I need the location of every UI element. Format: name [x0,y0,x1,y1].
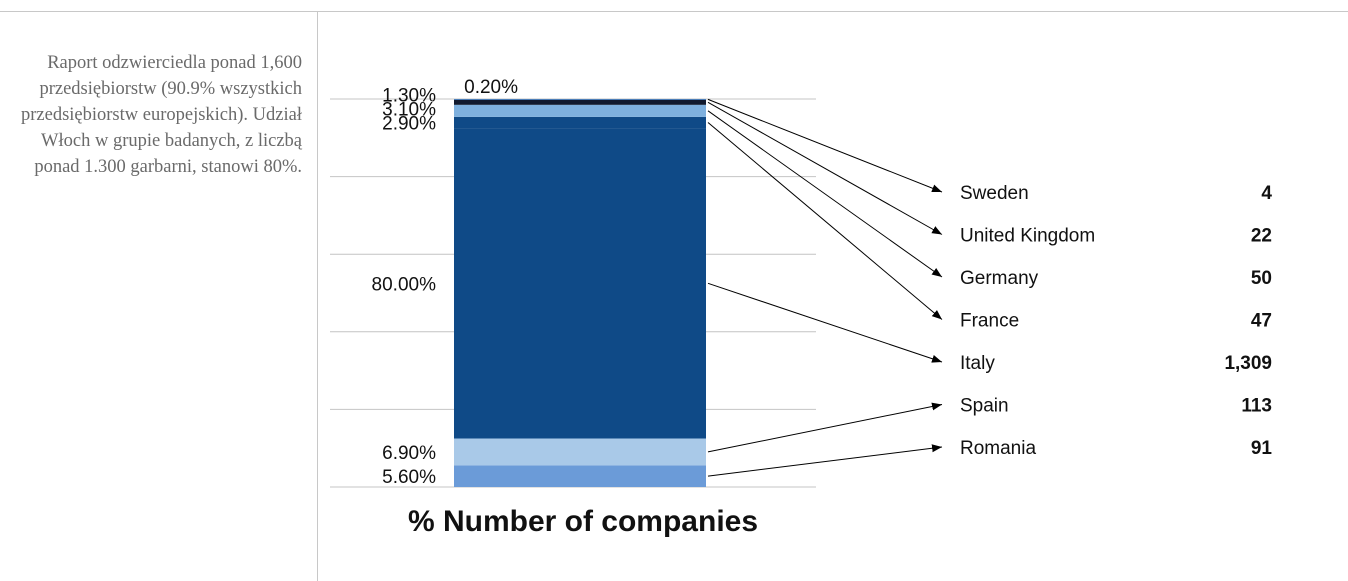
country-name-sweden: Sweden [960,183,1029,204]
share-labels: 5.60% 6.90% 80.00% 2.90%3.10%1.30% 0.20% [372,77,519,488]
country-count-sweden: 4 [1261,183,1272,204]
connector-arrow-germany [707,110,943,278]
country-list: Sweden 4 United Kingdom 22 Germany 50 France 47… [960,183,1272,459]
bar-segment-france [454,116,706,129]
bar-segment-spain [454,438,706,466]
country-name-italy: Italy [960,353,995,374]
country-name-france: France [960,311,1019,332]
country-count-france: 47 [1251,311,1272,332]
bar-segment-united-kingdom [454,99,706,105]
connector-arrow-italy [707,282,943,363]
country-name-spain: Spain [960,396,1009,417]
column-divider [317,11,318,581]
country-count-romania: 91 [1251,438,1273,459]
connector-arrows [707,98,943,477]
share-label-united-kingdom: 1.30% [382,85,436,106]
x-axis-label: % Number of companies [408,505,758,538]
share-label-spain: 6.90% [382,443,436,464]
bar-segment-sweden [454,99,706,100]
share-label-italy: 80.00% [372,274,437,295]
share-label-romania: 5.60% [382,467,436,488]
bar-segment-romania [454,465,706,487]
share-label-sweden: 0.20% [464,77,518,98]
bar-segment-italy [454,128,706,439]
top-rule [0,11,1348,12]
connector-arrow-france [707,122,943,320]
connector-arrow-spain [707,402,943,453]
bar-segment-germany [454,104,706,117]
share-label-germany: 3.10% [382,99,436,120]
side-note: Raport odzwierciedla ponad 1,600 przedsi… [20,53,302,177]
share-label-france: 2.90% [382,113,436,134]
country-count-spain: 113 [1241,396,1272,417]
country-count-united-kingdom: 22 [1251,226,1272,247]
country-name-romania: Romania [960,438,1036,459]
stacked-bar [454,99,706,487]
country-count-italy: 1,309 [1224,353,1272,374]
connector-arrow-sweden [707,98,943,193]
country-name-germany: Germany [960,268,1039,289]
country-count-germany: 50 [1251,268,1272,289]
country-name-united-kingdom: United Kingdom [960,226,1095,247]
connector-arrow-united-kingdom [707,101,943,235]
connector-arrow-romania [707,444,943,477]
